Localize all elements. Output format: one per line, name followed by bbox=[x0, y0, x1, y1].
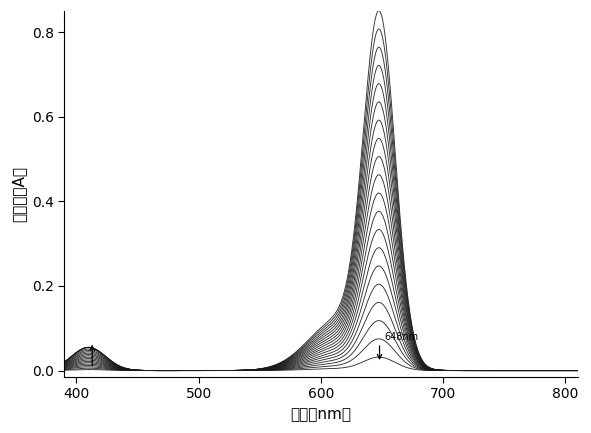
X-axis label: 波长（nm）: 波长（nm） bbox=[290, 407, 351, 422]
Text: 648nm: 648nm bbox=[384, 332, 418, 342]
Y-axis label: 吸光度（A）: 吸光度（A） bbox=[11, 166, 26, 222]
